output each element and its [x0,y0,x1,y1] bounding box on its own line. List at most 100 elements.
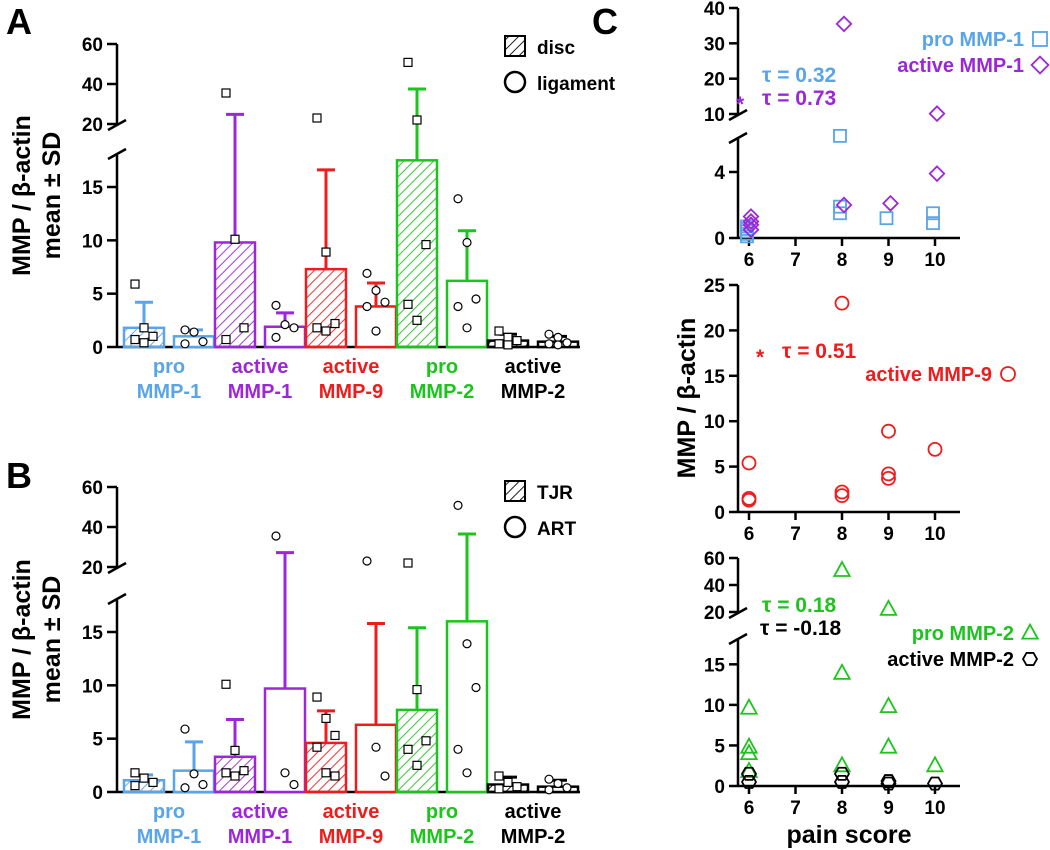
x-tick-label: 10 [924,798,945,819]
y-tick-label: 0 [714,503,725,524]
data-point [289,779,299,790]
data-point [503,340,513,350]
data-point [148,331,158,341]
legend-marker [1020,622,1040,640]
legend-label: disc [537,38,575,59]
x-axis-label: pain score [786,821,911,849]
legend-label: pro MMP-1 [922,29,1024,51]
data-point [321,713,331,724]
scatter-point [742,216,760,234]
tau-annotation: τ = 0.32 [762,64,836,87]
data-point [380,297,390,307]
data-point [271,300,281,310]
y-tick-label: 10 [704,412,725,433]
data-point [494,784,504,794]
data-point [553,332,563,342]
scatter-point [833,774,851,789]
data-point [280,768,290,778]
significance-star: * [736,93,745,116]
data-point [412,315,422,325]
group-label-line2: MMP-2 [501,381,565,403]
y-tick-label: 20 [82,558,103,579]
x-tick-label: 7 [790,524,801,545]
scatter-point [741,455,757,471]
data-point [189,327,199,337]
data-point [403,57,413,68]
scatter-point [879,696,898,714]
scatter-point [835,15,853,33]
data-point [453,500,463,510]
y-tick-label: 15 [82,623,104,644]
data-point [412,760,422,770]
scatter-point [925,755,945,773]
y-axis-label: MMP / β-actin [8,559,36,720]
x-tick-label: 7 [790,798,801,819]
data-point [503,777,513,788]
legend-hatch-swatch [504,480,526,502]
data-point [330,730,340,741]
y-tick-label: 15 [82,178,104,199]
data-point [139,773,149,783]
data-point [494,771,504,781]
data-point [562,783,572,793]
y-tick-label: 5 [92,285,103,306]
group-label-line1: pro [426,356,458,378]
x-tick-label: 8 [837,798,848,819]
axis-break-mark [728,632,748,646]
y-axis-label: MMP / β-actin [8,115,36,276]
x-tick-label: 6 [744,250,755,271]
scatter-point [879,736,898,754]
scatter-point [928,105,946,123]
scatter-point [742,221,760,239]
x-tick-label: 9 [883,798,894,819]
data-point [494,326,504,336]
y-tick-label: 0 [714,229,725,250]
legend-marker [1000,366,1016,382]
data-point [371,326,381,336]
data-point [321,768,331,778]
y-tick-label: 15 [704,367,726,388]
group-label-line1: active [323,356,380,378]
data-point [312,113,322,123]
data-point [453,301,463,312]
group-label-line1: active [505,356,562,378]
data-point [512,782,522,792]
y-tick-label: 0 [92,338,103,359]
scatter-point [740,766,758,781]
group-label-line1: pro [426,801,458,823]
data-point [198,779,208,790]
data-point [180,339,190,349]
data-point [544,339,554,349]
y-tick-label: 40 [82,75,103,96]
scatter-point [739,743,759,761]
x-tick-label: 8 [837,524,848,545]
x-tick-label: 6 [744,524,755,545]
scatter-point [833,766,851,781]
group-label-line1: active [232,356,289,378]
y-tick-label: 30 [704,34,725,55]
group-label-line2: MMP-9 [319,381,383,403]
data-point [239,323,249,333]
scatter-point [832,755,852,773]
group-label-line2: MMP-1 [228,826,292,848]
legend-label: active MMP-1 [897,55,1024,77]
bar [263,325,307,349]
significance-star: * [756,346,765,369]
group-label-line1: pro [153,356,185,378]
data-point [362,301,372,312]
legend-marker [1030,55,1050,75]
data-point [544,774,554,784]
y-tick-label: 10 [704,105,725,126]
legend-label: active MMP-2 [887,649,1014,671]
x-tick-label: 9 [883,250,894,271]
data-point [494,339,504,349]
data-point [553,340,563,350]
y-axis-sublabel: mean ± SD [38,132,66,260]
tau-annotation: τ = 0.73 [762,87,836,110]
data-point [371,742,381,752]
group-label-line2: MMP-1 [137,381,201,403]
y-tick-label: 5 [714,736,725,757]
data-point [453,194,463,204]
data-point [230,234,240,244]
